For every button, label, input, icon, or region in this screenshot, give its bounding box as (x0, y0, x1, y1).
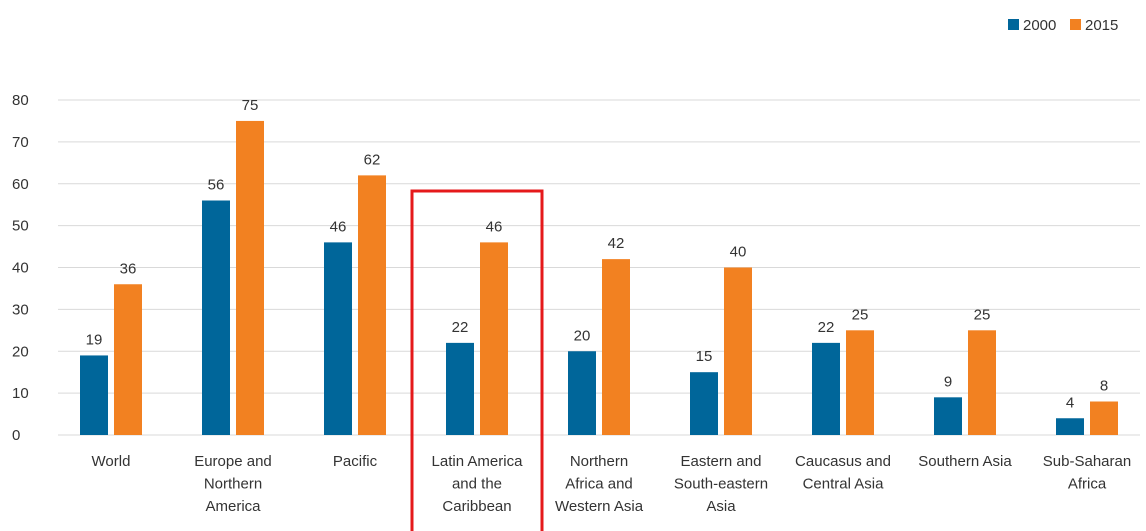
data-label-2000-3: 22 (452, 319, 469, 336)
data-label-2000-7: 9 (944, 373, 952, 390)
highlight-box (410, 189, 544, 531)
bar-2000-6 (812, 342, 840, 435)
data-label-2000-6: 22 (818, 319, 835, 336)
bar-2015-7 (968, 330, 996, 435)
y-tick-label: 50 (12, 218, 29, 235)
data-label-2015-2: 62 (364, 151, 381, 168)
category-label-line: South-eastern (674, 476, 768, 493)
category-label-1: Europe and Northern America (194, 453, 272, 515)
category-label-0: World (92, 453, 131, 470)
category-label-line: World (92, 453, 131, 470)
bars (80, 120, 1118, 435)
y-tick-label: 0 (12, 427, 20, 444)
data-label-2000-8: 4 (1066, 394, 1074, 411)
category-label-line: Northern (204, 476, 262, 493)
data-label-2015-3: 46 (486, 218, 503, 235)
data-label-2015-8: 8 (1100, 378, 1108, 395)
y-tick-label: 40 (12, 260, 29, 277)
data-label-2000-4: 20 (574, 327, 591, 344)
bar-2015-3 (480, 242, 508, 435)
data-label-2015-1: 75 (242, 97, 259, 114)
category-label-7: Southern Asia (918, 453, 1012, 470)
category-label-line: America (205, 498, 261, 515)
category-label-2: Pacific (333, 453, 378, 470)
data-label-2015-7: 25 (974, 306, 991, 323)
data-label-2000-0: 19 (86, 331, 103, 348)
category-label-line: and the (452, 476, 502, 493)
category-label-line: Central Asia (803, 476, 885, 493)
highlight-rectangle (410, 189, 544, 531)
y-tick-label: 60 (12, 176, 29, 193)
x-axis: World Europe and Northern America Pacific Lat… (92, 453, 1132, 515)
bar-2015-5 (724, 267, 752, 435)
bar-2015-1 (236, 120, 264, 435)
category-label-line: Africa (1068, 476, 1107, 493)
y-axis: 0 10 20 30 40 50 60 70 80 (12, 92, 29, 444)
bar-2000-4 (568, 351, 596, 435)
y-tick-label: 80 (12, 92, 29, 109)
bar-2015-2 (358, 175, 386, 435)
bar-2015-6 (846, 330, 874, 435)
category-label-line: Western Asia (555, 498, 644, 515)
data-label-2000-2: 46 (330, 218, 347, 235)
category-label-5: Eastern and South-eastern Asia (674, 453, 768, 515)
category-label-6: Caucasus and Central Asia (795, 453, 891, 493)
legend-swatch-2000 (1008, 19, 1019, 30)
bar-2000-2 (324, 242, 352, 435)
category-label-line: Eastern and (681, 453, 762, 470)
bar-2000-1 (202, 200, 230, 435)
legend-swatch-2015 (1070, 19, 1081, 30)
y-tick-label: 20 (12, 343, 29, 360)
bar-2015-8 (1090, 401, 1118, 435)
bar-2000-3 (446, 342, 474, 435)
data-label-2015-0: 36 (120, 260, 137, 277)
legend-label-2000: 2000 (1023, 17, 1056, 34)
bar-2000-0 (80, 355, 108, 435)
data-labels: 19 36 56 75 46 62 22 46 20 42 15 40 22 25 9 25 4 8 (86, 97, 1109, 411)
legend-label-2015: 2015 (1085, 17, 1118, 34)
category-label-line: Sub-Saharan (1043, 453, 1131, 470)
category-label-line: Latin America (432, 453, 524, 470)
bar-2000-5 (690, 372, 718, 435)
category-label-line: Caribbean (442, 498, 511, 515)
data-label-2015-4: 42 (608, 235, 625, 252)
y-tick-label: 70 (12, 134, 29, 151)
category-label-8: Sub-Saharan Africa (1043, 453, 1131, 493)
category-label-line: Northern (570, 453, 628, 470)
data-label-2000-5: 15 (696, 348, 713, 365)
category-label-3: Latin America and the Caribbean (432, 453, 524, 515)
category-label-line: Pacific (333, 453, 378, 470)
category-label-line: Africa and (565, 476, 633, 493)
bar-2015-4 (602, 259, 630, 435)
legend: 2000 2015 (1008, 17, 1118, 34)
bar-2000-7 (934, 397, 962, 435)
bar-2015-0 (114, 284, 142, 435)
category-label-line: Caucasus and (795, 453, 891, 470)
category-label-line: Europe and (194, 453, 272, 470)
category-label-4: Northern Africa and Western Asia (555, 453, 644, 515)
y-tick-label: 10 (12, 385, 29, 402)
data-label-2000-1: 56 (208, 177, 225, 194)
category-label-line: Southern Asia (918, 453, 1012, 470)
bar-2000-8 (1056, 418, 1084, 435)
data-label-2015-6: 25 (852, 306, 869, 323)
y-tick-label: 30 (12, 301, 29, 318)
category-label-line: Asia (706, 498, 736, 515)
data-label-2015-5: 40 (730, 244, 747, 261)
